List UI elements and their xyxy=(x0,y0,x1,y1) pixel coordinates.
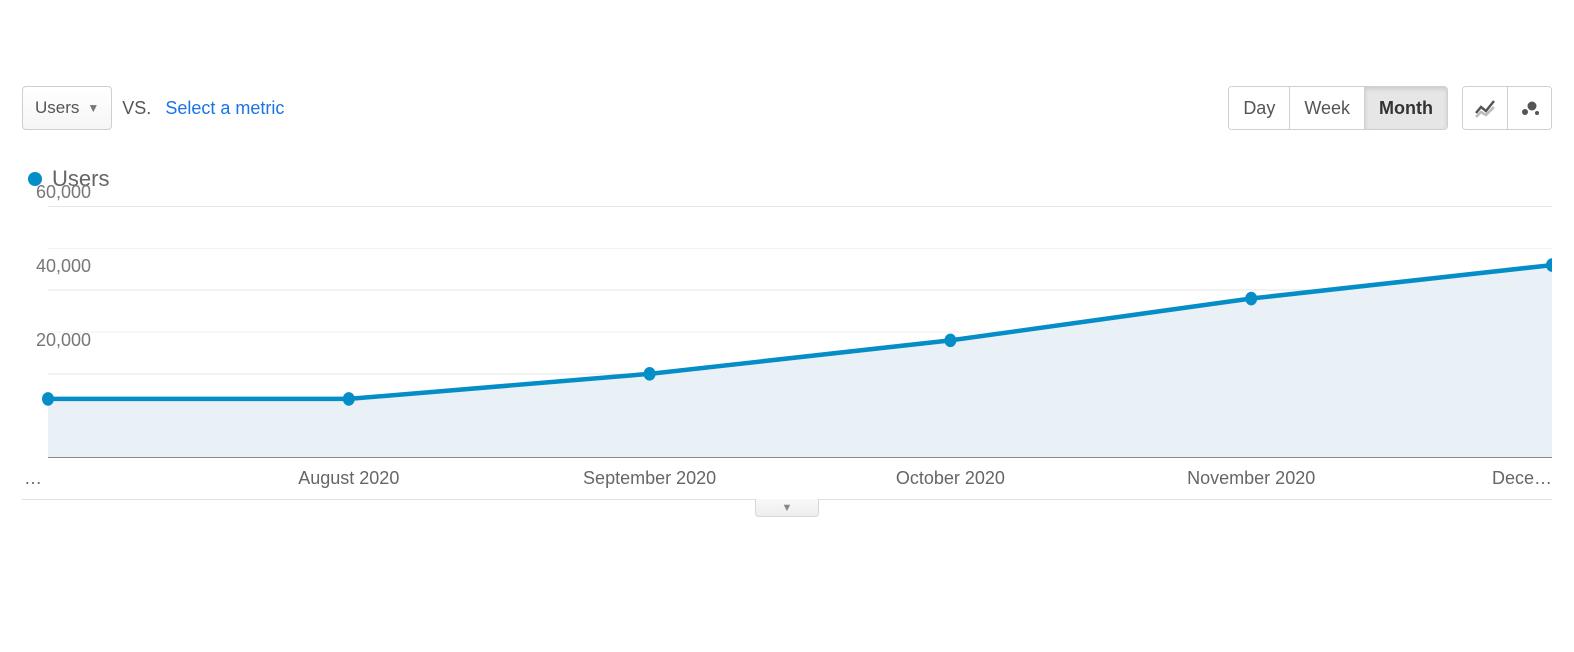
line-chart-icon[interactable] xyxy=(1463,87,1507,129)
metric-dropdown[interactable]: Users ▼ xyxy=(22,86,112,130)
x-tick-label: September 2020 xyxy=(583,468,716,489)
y-tick-label: 40,000 xyxy=(36,256,91,277)
granularity-day[interactable]: Day xyxy=(1229,87,1289,129)
select-metric-link[interactable]: Select a metric xyxy=(165,98,284,119)
chart-type-buttons xyxy=(1462,86,1552,130)
expand-handle[interactable]: ▼ xyxy=(755,499,819,517)
chart-svg xyxy=(22,202,1552,462)
motion-chart-icon[interactable] xyxy=(1507,87,1551,129)
toolbar-right: Day Week Month xyxy=(1228,86,1552,130)
vs-label: VS. xyxy=(122,98,151,119)
x-tick-label: Dece… xyxy=(1492,468,1552,489)
x-tick-label: August 2020 xyxy=(298,468,399,489)
y-tick-label: 60,000 xyxy=(36,182,91,203)
toolbar: Users ▼ VS. Select a metric Day Week Mon… xyxy=(22,86,1552,130)
chart: 20,00040,00060,000 xyxy=(22,202,1552,462)
toolbar-left: Users ▼ VS. Select a metric xyxy=(22,86,284,130)
x-axis: ▼ …August 2020September 2020October 2020… xyxy=(22,466,1552,500)
legend: Users xyxy=(28,166,1552,192)
x-tick-label: October 2020 xyxy=(896,468,1005,489)
metric-dropdown-label: Users xyxy=(35,98,79,118)
granularity-week[interactable]: Week xyxy=(1289,87,1364,129)
x-tick-label: November 2020 xyxy=(1187,468,1315,489)
granularity-month[interactable]: Month xyxy=(1364,87,1447,129)
granularity-segmented: Day Week Month xyxy=(1228,86,1448,130)
chevron-down-icon: ▼ xyxy=(782,502,793,514)
chevron-down-icon: ▼ xyxy=(87,101,99,115)
x-tick-label: … xyxy=(24,468,42,489)
y-tick-label: 20,000 xyxy=(36,330,91,351)
